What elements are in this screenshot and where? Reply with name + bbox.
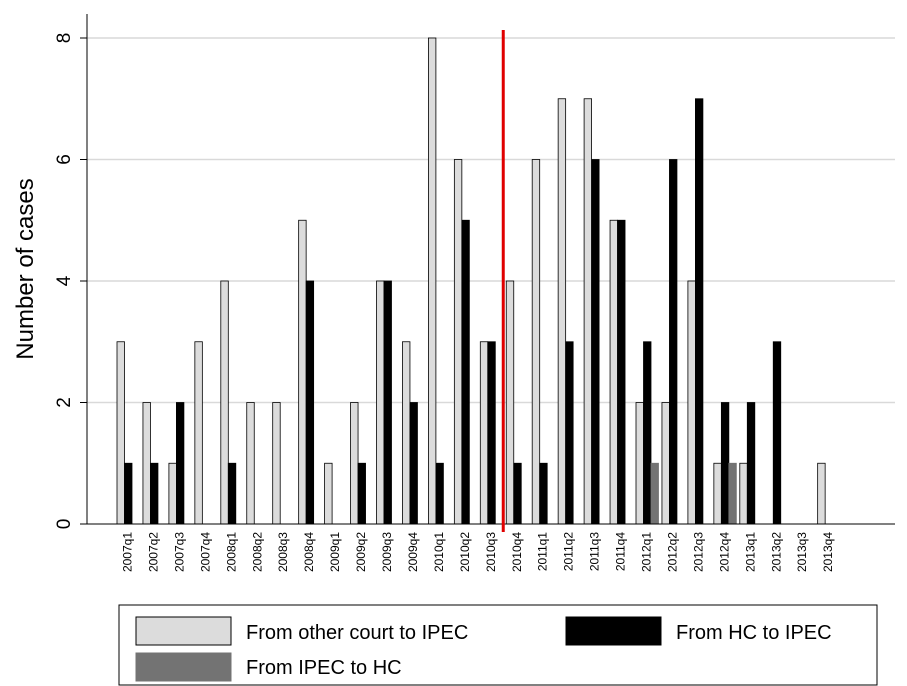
bar-2007q3-hc_to_ipec — [175, 402, 185, 525]
y-tick-label-6: 6 — [54, 154, 75, 165]
x-tick-label-2013q4: 2013q4 — [821, 532, 835, 572]
y-tick-label-8: 8 — [54, 33, 75, 44]
bar-2007q2-other_court_to_ipec — [142, 402, 151, 525]
legend: From other court to IPEC From HC to IPEC… — [118, 604, 878, 686]
bar-2007q2-hc_to_ipec — [150, 462, 159, 525]
bar-2007q1-other_court_to_ipec — [116, 341, 125, 525]
x-tick-label-2012q2: 2012q2 — [665, 532, 679, 572]
bar-2012q1-ipec_to_hc — [650, 462, 659, 525]
x-tick-label-2008q4: 2008q4 — [302, 532, 316, 572]
x-ticks: 2007q1 2007q2 2007q3 2007q4 2008q1 2008q2 2008… — [121, 532, 836, 572]
y-tick-label-4: 4 — [54, 275, 75, 286]
bar-2009q3-other_court_to_ipec — [376, 280, 385, 525]
bar-2009q1-other_court_to_ipec — [324, 462, 333, 525]
bar-2007q4-other_court_to_ipec — [194, 341, 203, 525]
bar-2012q2-hc_to_ipec — [669, 159, 678, 525]
bar-2008q3-other_court_to_ipec — [272, 402, 281, 525]
x-tick-label-2010q2: 2010q2 — [458, 532, 472, 572]
bar-2010q1-hc_to_ipec — [435, 462, 444, 525]
bar-2012q3-hc_to_ipec — [695, 98, 704, 525]
bar-2007q1-hc_to_ipec — [124, 462, 133, 525]
x-tick-label-2013q2: 2013q2 — [769, 532, 783, 572]
bar-2013q1-hc_to_ipec — [746, 402, 756, 525]
bar-2010q3-other_court_to_ipec — [479, 341, 489, 525]
x-tick-label-2008q3: 2008q3 — [276, 532, 290, 572]
bar-2010q2-other_court_to_ipec — [453, 159, 463, 525]
x-tick-label-2012q4: 2012q4 — [717, 532, 731, 572]
bar-2012q1-hc_to_ipec — [643, 341, 652, 525]
x-tick-label-2012q1: 2012q1 — [640, 532, 654, 572]
legend-label-hc-to-ipec: From HC to IPEC — [676, 622, 832, 644]
bar-2010q3-hc_to_ipec — [487, 341, 496, 525]
x-tick-label-2007q2: 2007q2 — [146, 532, 160, 572]
bar-2009q2-hc_to_ipec — [357, 462, 366, 525]
x-tick-label-2013q3: 2013q3 — [795, 532, 809, 572]
x-tick-label-2011q3: 2011q3 — [588, 532, 602, 571]
bar-2012q1-other_court_to_ipec — [635, 402, 644, 525]
y-tick-label-0: 0 — [54, 519, 75, 530]
bar-2009q4-hc_to_ipec — [409, 402, 418, 525]
x-tick-label-2009q3: 2009q3 — [380, 532, 394, 572]
y-tick-label-2: 2 — [54, 397, 75, 408]
bar-2011q4-other_court_to_ipec — [609, 219, 618, 525]
bar-2012q4-ipec_to_hc — [728, 462, 737, 525]
x-tick-label-2009q2: 2009q2 — [354, 532, 368, 572]
x-tick-label-2011q4: 2011q4 — [614, 532, 628, 571]
legend-label-ipec-to-hc: From IPEC to HC — [246, 657, 402, 679]
x-tick-label-2009q1: 2009q1 — [328, 532, 342, 572]
x-tick-label-2009q4: 2009q4 — [406, 532, 420, 572]
bar-2008q4-other_court_to_ipec — [298, 219, 307, 525]
legend-box — [118, 604, 878, 686]
x-tick-label-2010q3: 2010q3 — [484, 532, 498, 572]
bar-2013q1-other_court_to_ipec — [739, 462, 748, 525]
bar-2008q4-hc_to_ipec — [305, 280, 315, 525]
bar-2010q4-other_court_to_ipec — [505, 280, 515, 525]
x-tick-label-2011q1: 2011q1 — [536, 532, 550, 571]
bar-2009q2-other_court_to_ipec — [350, 402, 359, 525]
x-tick-label-2012q3: 2012q3 — [691, 532, 705, 572]
x-tick-label-2011q2: 2011q2 — [562, 532, 576, 571]
legend-label-other-court-to-ipec: From other court to IPEC — [246, 622, 468, 644]
bar-2007q3-other_court_to_ipec — [168, 462, 177, 525]
x-tick-label-2008q1: 2008q1 — [224, 532, 238, 572]
bar-2011q4-hc_to_ipec — [617, 219, 626, 525]
x-tick-label-2010q4: 2010q4 — [510, 532, 524, 572]
x-tick-label-2007q4: 2007q4 — [198, 532, 212, 572]
bar-2011q1-other_court_to_ipec — [531, 159, 541, 525]
legend-swatch-ipec-to-hc — [135, 652, 232, 682]
bar-2011q3-hc_to_ipec — [591, 159, 600, 525]
bar-2013q2-hc_to_ipec — [772, 341, 782, 525]
bar-2011q2-hc_to_ipec — [565, 341, 574, 525]
bar-2011q1-hc_to_ipec — [539, 462, 548, 525]
axes — [86, 14, 895, 525]
legend-swatch-other-court-to-ipec — [135, 616, 232, 646]
bar-2011q2-other_court_to_ipec — [557, 98, 567, 525]
y-ticks: 0 2 4 6 8 — [54, 33, 87, 530]
bar-2008q1-other_court_to_ipec — [220, 280, 229, 525]
bar-2010q1-other_court_to_ipec — [427, 37, 437, 525]
y-axis-label: Number of cases — [12, 178, 39, 359]
bar-2009q3-hc_to_ipec — [383, 280, 392, 525]
bar-2008q2-other_court_to_ipec — [246, 402, 255, 525]
bar-2010q2-hc_to_ipec — [461, 219, 470, 525]
bar-2012q2-other_court_to_ipec — [661, 402, 670, 525]
bar-2012q4-hc_to_ipec — [720, 402, 730, 525]
bar-2013q4-other_court_to_ipec — [817, 462, 826, 525]
bar-2012q3-other_court_to_ipec — [687, 280, 696, 525]
bar-2008q1-hc_to_ipec — [227, 462, 237, 525]
bar-2010q4-hc_to_ipec — [513, 462, 522, 525]
x-tick-label-2013q1: 2013q1 — [743, 532, 757, 572]
legend-swatch-hc-to-ipec — [565, 616, 662, 646]
x-tick-label-2008q2: 2008q2 — [250, 532, 264, 572]
bar-2009q4-other_court_to_ipec — [402, 341, 411, 525]
bar-2012q4-other_court_to_ipec — [713, 462, 722, 525]
x-tick-label-2007q1: 2007q1 — [121, 532, 135, 572]
x-tick-label-2007q3: 2007q3 — [172, 532, 186, 572]
bar-2011q3-other_court_to_ipec — [583, 98, 592, 525]
x-tick-label-2010q1: 2010q1 — [432, 532, 446, 572]
